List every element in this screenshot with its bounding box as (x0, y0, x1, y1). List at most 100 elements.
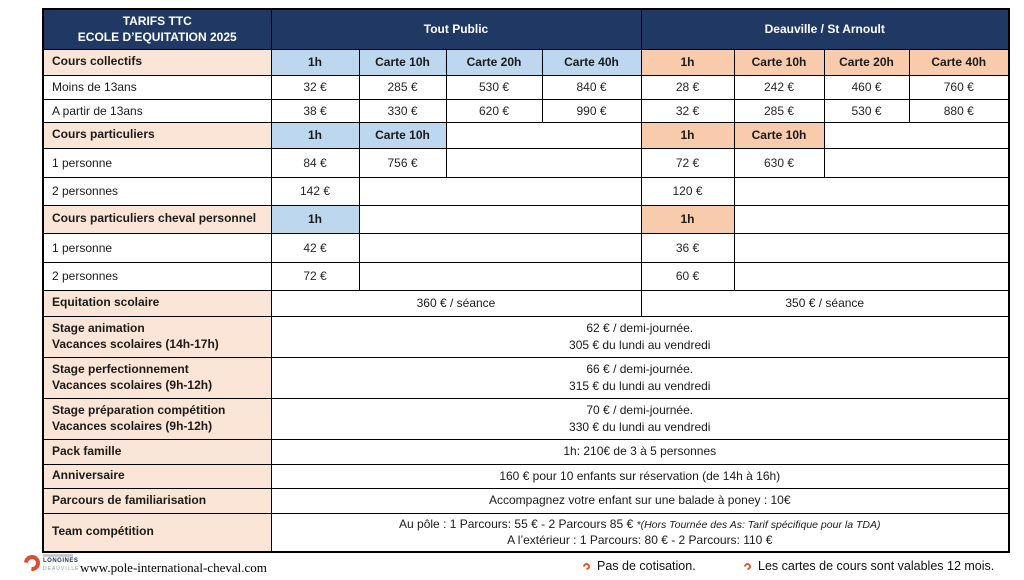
price-cell: 756 € (358, 147, 447, 178)
price-cell: 760 € (908, 74, 1010, 100)
table-title-line1: TARIFS TTC (122, 14, 192, 29)
section-label-equitation-scolaire: Equitation scolaire (42, 289, 272, 317)
price-cell: 360 € / séance (270, 289, 642, 317)
price-cell: 66 € / demi-journée. 315 € du lundi au v… (270, 356, 1010, 399)
stage-price-line1: 62 € / demi-journée. (586, 321, 694, 336)
footer-note-text: Pas de cotisation. (597, 559, 696, 573)
footer-note-text: Les cartes de cours sont valables 12 moi… (758, 559, 995, 573)
col-header: Carte 10h (358, 121, 447, 149)
logo-tagline-bar (43, 554, 73, 557)
stage-label-line1: Stage préparation compétition (52, 402, 226, 417)
row-label: A partir de 13ans (42, 98, 272, 123)
section-label-stage-animation: Stage animation Vacances scolaires (14h-… (42, 315, 272, 358)
stage-price-line2: 315 € du lundi au vendredi (569, 378, 711, 393)
section-label-cours-particuliers: Cours particuliers (42, 121, 272, 149)
group-header-deauville: Deauville / St Arnoult (640, 8, 1010, 50)
table-row: Anniversaire 160 € pour 10 enfants sur r… (42, 463, 1010, 489)
empty-cell (358, 232, 642, 263)
price-cell: 142 € (270, 176, 360, 206)
stage-label-line2: Vacances scolaires (14h-17h) (52, 336, 219, 351)
price-cell: 120 € (640, 176, 735, 206)
empty-cell (358, 204, 642, 234)
tariff-table: TARIFS TTC ECOLE D’EQUITATION 2025 Tout … (42, 8, 1010, 553)
table-row: Stage perfectionnement Vacances scolaire… (42, 356, 1010, 399)
price-cell: 84 € (270, 147, 360, 178)
section-label-stage-perfectionnement: Stage perfectionnement Vacances scolaire… (42, 356, 272, 399)
row-label: 1 personne (42, 147, 272, 178)
table-row: Equitation scolaire 360 € / séance 350 €… (42, 289, 1010, 317)
price-cell: 285 € (358, 74, 447, 100)
table-row: Cours particuliers 1h Carte 10h 1h Carte… (42, 121, 1010, 149)
table-row: Moins de 13ans 32 € 285 € 530 € 840 € 28… (42, 74, 1010, 100)
stage-price-line1: 66 € / demi-journée. (586, 362, 694, 377)
table-row: 1 personne 42 € 36 € (42, 232, 1010, 263)
table-row: 2 personnes 142 € 120 € (42, 176, 1010, 206)
price-cell: 72 € (270, 261, 360, 291)
price-cell: 32 € (270, 74, 360, 100)
empty-cell (733, 232, 1010, 263)
col-header: Carte 20h (445, 48, 543, 76)
table-row: Cours collectifs 1h Carte 10h Carte 20h … (42, 48, 1010, 76)
table-row: Stage préparation compétition Vacances s… (42, 397, 1010, 440)
col-header: 1h (270, 48, 360, 76)
group-header-tout-public: Tout Public (270, 8, 642, 50)
row-label: 2 personnes (42, 261, 272, 291)
row-label: 2 personnes (42, 176, 272, 206)
section-label-stage-preparation: Stage préparation compétition Vacances s… (42, 397, 272, 440)
table-row: Parcours de familiarisation Accompagnez … (42, 487, 1010, 514)
empty-cell (358, 176, 642, 206)
price-cell: 1h: 210€ de 3 à 5 personnes (270, 438, 1010, 465)
empty-cell (445, 121, 642, 149)
col-header: Carte 40h (541, 48, 642, 76)
price-cell: 530 € (823, 98, 910, 123)
section-label-team-competition: Team compétition (42, 512, 272, 553)
orange-bullet-icon (581, 561, 592, 571)
empty-cell (733, 261, 1010, 291)
col-header: 1h (270, 121, 360, 149)
orange-bullet-icon (742, 561, 753, 571)
price-cell: 42 € (270, 232, 360, 263)
price-cell: Accompagnez votre enfant sur une balade … (270, 487, 1010, 514)
price-cell: Au pôle : 1 Parcours: 55 € - 2 Parcours … (270, 512, 1010, 553)
stage-label-line1: Stage perfectionnement (52, 361, 189, 376)
table-row: Team compétition Au pôle : 1 Parcours: 5… (42, 512, 1010, 553)
logo-sub: DEAUVILLE (43, 566, 80, 572)
logo-text: LONGINES DEAUVILLE (43, 554, 79, 572)
price-cell: 350 € / séance (640, 289, 1010, 317)
footer: LONGINES DEAUVILLE www.pole-internationa… (0, 551, 1024, 580)
price-cell: 62 € / demi-journée. 305 € du lundi au v… (270, 315, 1010, 358)
price-cell: 460 € (823, 74, 910, 100)
table-row: Pack famille 1h: 210€ de 3 à 5 personnes (42, 438, 1010, 465)
section-label-parcours-familiarisation: Parcours de familiarisation (42, 487, 272, 514)
col-header: 1h (640, 48, 735, 76)
section-label-cheval-personnel: Cours particuliers cheval personnel (42, 204, 272, 234)
empty-cell (733, 176, 1010, 206)
pole-international-logo: LONGINES DEAUVILLE (20, 551, 79, 575)
website-link[interactable]: www.pole-international-cheval.com (80, 560, 267, 575)
price-cell: 530 € (445, 74, 543, 100)
table-row: Cours particuliers cheval personnel 1h 1… (42, 204, 1010, 234)
footer-note-cotisation: Pas de cotisation. (581, 559, 696, 573)
col-header: Carte 10h (733, 48, 825, 76)
logo-ring-icon (20, 551, 44, 575)
price-cell: 285 € (733, 98, 825, 123)
section-label-cours-collectifs: Cours collectifs (42, 48, 272, 76)
col-header: Carte 40h (908, 48, 1010, 76)
section-label-anniversaire: Anniversaire (42, 463, 272, 489)
table-title: TARIFS TTC ECOLE D’EQUITATION 2025 (42, 8, 272, 50)
empty-cell (823, 147, 1010, 178)
empty-cell (733, 204, 1010, 234)
footer-note-validite: Les cartes de cours sont valables 12 moi… (742, 559, 995, 573)
price-cell: 36 € (640, 232, 735, 263)
price-cell: 70 € / demi-journée. 330 € du lundi au v… (270, 397, 1010, 440)
col-header: 1h (640, 204, 735, 234)
col-header: 1h (640, 121, 735, 149)
team-price-line2: A l’extérieur : 1 Parcours: 80 € - 2 Par… (507, 533, 773, 548)
stage-label-line2: Vacances scolaires (9h-12h) (52, 418, 213, 433)
price-cell: 242 € (733, 74, 825, 100)
price-cell: 28 € (640, 74, 735, 100)
price-cell: 880 € (908, 98, 1010, 123)
table-row: 1 personne 84 € 756 € 72 € 630 € (42, 147, 1010, 178)
col-header: Carte 10h (358, 48, 447, 76)
